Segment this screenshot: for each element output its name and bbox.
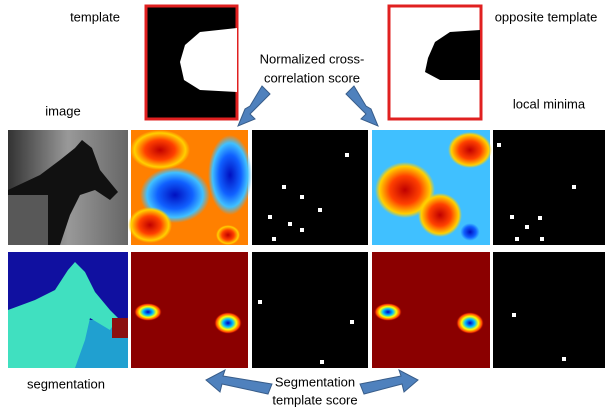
minima-dots	[258, 300, 354, 364]
minima-dots	[497, 143, 576, 241]
minima-panel	[493, 130, 605, 245]
heatmap	[372, 130, 492, 245]
label: template	[70, 9, 120, 24]
image-panel	[8, 130, 128, 245]
arrows	[205, 85, 419, 395]
minima-panel	[252, 130, 368, 245]
label: template score	[272, 392, 357, 407]
opposite-template	[387, 4, 483, 121]
score-panel	[372, 252, 490, 368]
label: local minima	[513, 96, 586, 111]
minima-dots	[268, 153, 349, 241]
segmentation-panel	[8, 252, 128, 368]
minima-panel	[493, 252, 605, 368]
label: Normalized cross-	[260, 51, 365, 66]
label: correlation score	[264, 70, 360, 85]
label: Segmentation	[275, 374, 355, 389]
label: opposite template	[495, 9, 598, 24]
label: image	[45, 103, 80, 118]
minima-dots	[512, 313, 566, 361]
minima-panel	[252, 252, 368, 368]
score-panel	[131, 252, 248, 368]
heatmap	[128, 130, 252, 245]
label: segmentation	[27, 376, 105, 391]
template	[144, 4, 239, 121]
